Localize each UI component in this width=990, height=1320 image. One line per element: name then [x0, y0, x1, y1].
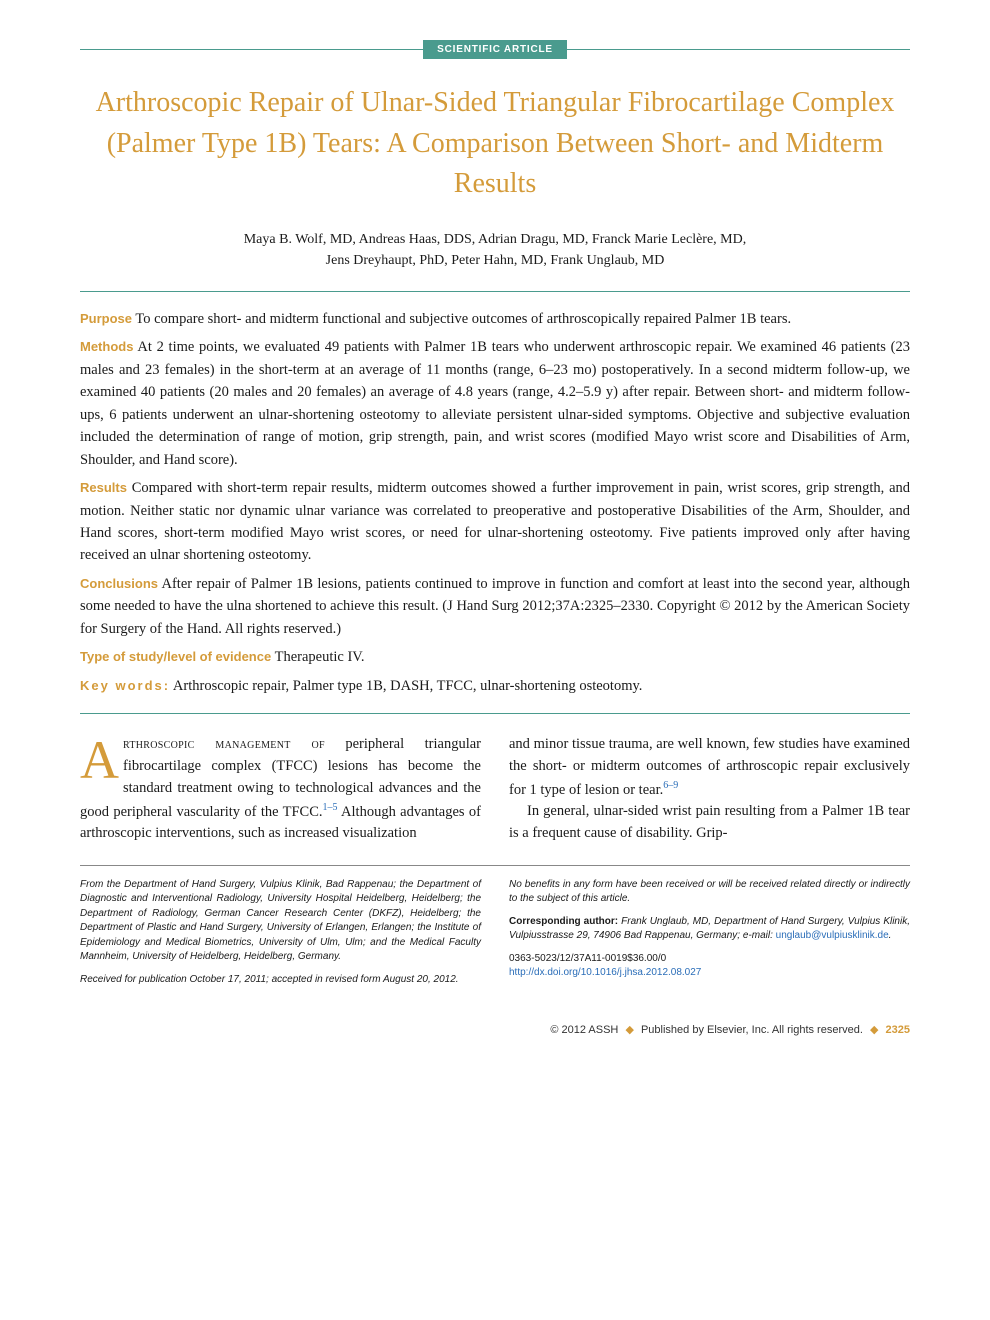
email-link[interactable]: unglaub@vulpiusklinik.de: [776, 930, 889, 941]
purpose-label: Purpose: [80, 311, 132, 326]
abstract-purpose: Purpose To compare short- and midterm fu…: [80, 308, 910, 330]
body-para-1: Arthroscopic management of peripheral tr…: [80, 734, 481, 845]
received-note: Received for publication October 17, 201…: [80, 973, 481, 988]
footer-publisher: Published by Elsevier, Inc. All rights r…: [641, 1024, 863, 1036]
body-column-right: and minor tissue trauma, are well known,…: [509, 734, 910, 845]
page-footer: © 2012 ASSH ◆ Published by Elsevier, Inc…: [80, 1023, 910, 1036]
rule-right: [567, 49, 910, 50]
methods-text: At 2 time points, we evaluated 49 patien…: [80, 339, 910, 467]
benefits-note: No benefits in any form have been receiv…: [509, 878, 910, 907]
article-title: Arthroscopic Repair of Ulnar-Sided Trian…: [80, 83, 910, 205]
article-page: SCIENTIFIC ARTICLE Arthroscopic Repair o…: [0, 0, 990, 1066]
results-label: Results: [80, 480, 127, 495]
citation-link-1-5[interactable]: 1–5: [323, 802, 338, 813]
issn-code: 0363-5023/12/37A11-0019$36.00/0: [509, 952, 910, 967]
conclusions-text: After repair of Palmer 1B lesions, patie…: [80, 576, 910, 637]
abstract-results: Results Compared with short-term repair …: [80, 477, 910, 567]
page-number: 2325: [886, 1024, 910, 1036]
methods-label: Methods: [80, 339, 133, 354]
keywords-label: Key words:: [80, 678, 170, 693]
body-para-2: and minor tissue trauma, are well known,…: [509, 734, 910, 801]
purpose-text: To compare short- and midterm functional…: [135, 311, 791, 327]
evidence-text: Therapeutic IV.: [275, 649, 365, 665]
corresponding-label: Corresponding author:: [509, 916, 618, 927]
author-list: Maya B. Wolf, MD, Andreas Haas, DDS, Adr…: [80, 229, 910, 271]
abstract-bottom-rule: [80, 713, 910, 714]
abstract-methods: Methods At 2 time points, we evaluated 4…: [80, 336, 910, 471]
header-rule: SCIENTIFIC ARTICLE: [80, 40, 910, 59]
body-column-left: Arthroscopic management of peripheral tr…: [80, 734, 481, 845]
footnote-col-left: From the Department of Hand Surgery, Vul…: [80, 878, 481, 996]
corresponding-note: Corresponding author: Frank Unglaub, MD,…: [509, 915, 910, 944]
abstract-conclusions: Conclusions After repair of Palmer 1B le…: [80, 573, 910, 640]
footnote-col-right: No benefits in any form have been receiv…: [509, 878, 910, 996]
abstract-evidence: Type of study/level of evidence Therapeu…: [80, 646, 910, 668]
footer-copyright: © 2012 ASSH: [550, 1024, 618, 1036]
body-col2-a: and minor tissue trauma, are well known,…: [509, 736, 910, 797]
keywords-text: Arthroscopic repair, Palmer type 1B, DAS…: [173, 678, 643, 694]
results-text: Compared with short-term repair results,…: [80, 480, 910, 563]
evidence-label: Type of study/level of evidence: [80, 649, 271, 664]
body-smallcaps: rthroscopic management of: [123, 736, 325, 752]
diamond-icon: ◆: [625, 1024, 633, 1036]
citation-link-6-9[interactable]: 6–9: [663, 780, 678, 791]
footnotes-block: From the Department of Hand Surgery, Vul…: [80, 865, 910, 996]
rule-left: [80, 49, 423, 50]
authors-line-2: Jens Dreyhaupt, PhD, Peter Hahn, MD, Fra…: [80, 250, 910, 271]
body-para-3: In general, ulnar-sided wrist pain resul…: [509, 801, 910, 845]
body-columns: Arthroscopic management of peripheral tr…: [80, 734, 910, 845]
abstract-top-rule: [80, 291, 910, 292]
affiliation-note: From the Department of Hand Surgery, Vul…: [80, 878, 481, 965]
doi-link[interactable]: http://dx.doi.org/10.1016/j.jhsa.2012.08…: [509, 967, 701, 978]
conclusions-label: Conclusions: [80, 576, 158, 591]
diamond-icon: ◆: [870, 1024, 878, 1036]
authors-line-1: Maya B. Wolf, MD, Andreas Haas, DDS, Adr…: [80, 229, 910, 250]
abstract-block: Purpose To compare short- and midterm fu…: [80, 308, 910, 698]
article-type-badge: SCIENTIFIC ARTICLE: [423, 40, 567, 59]
abstract-keywords: Key words: Arthroscopic repair, Palmer t…: [80, 675, 910, 697]
dropcap-letter: A: [80, 734, 123, 784]
article-codes: 0363-5023/12/37A11-0019$36.00/0 http://d…: [509, 952, 910, 981]
